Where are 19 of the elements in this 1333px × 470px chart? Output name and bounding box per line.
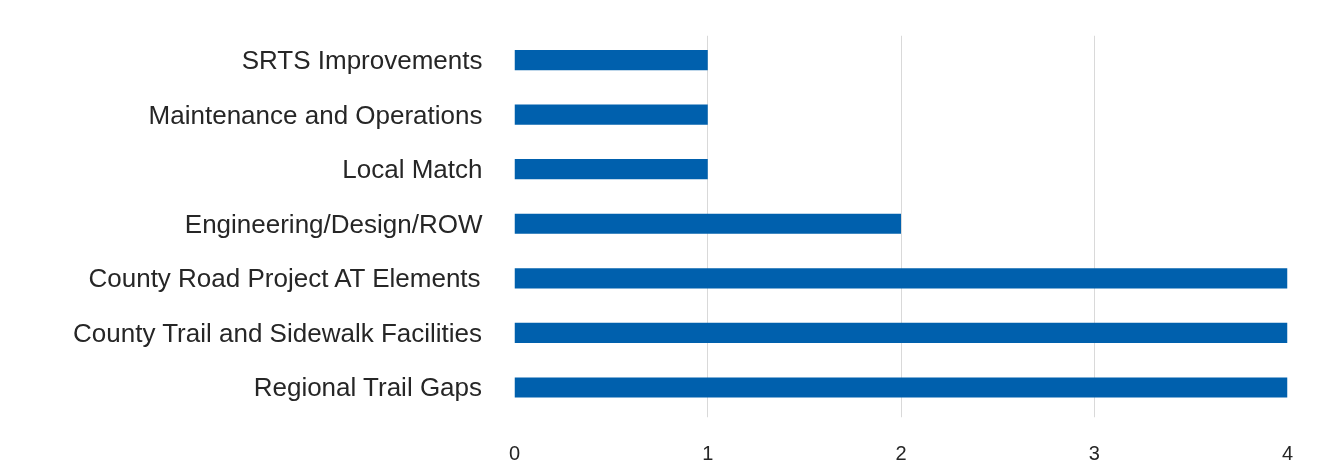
y-tick-label: Engineering/Design/ROW [184, 208, 483, 239]
bar [514, 159, 708, 180]
y-tick-label: SRTS Improvements [241, 45, 483, 76]
bar [514, 104, 708, 125]
y-tick-label: County Trail and Sidewalk Facilities [73, 317, 483, 348]
y-tick-label: Maintenance and Operations [148, 99, 483, 130]
x-tick-label: 1 [702, 441, 714, 464]
y-tick-label: Regional Trail Gaps [253, 372, 483, 403]
x-tick-label: 3 [1088, 441, 1100, 464]
x-tick-label: 4 [1281, 441, 1294, 464]
y-tick-label: Local Match [342, 154, 483, 185]
bar [514, 377, 1288, 398]
bar [514, 213, 901, 234]
bar [514, 49, 708, 71]
bar [514, 322, 1288, 344]
x-tick-label: 2 [895, 441, 907, 464]
y-tick-label: County Road Project AT Elements [88, 263, 481, 294]
x-tick-label: 0 [508, 441, 521, 464]
bar [514, 268, 1288, 289]
